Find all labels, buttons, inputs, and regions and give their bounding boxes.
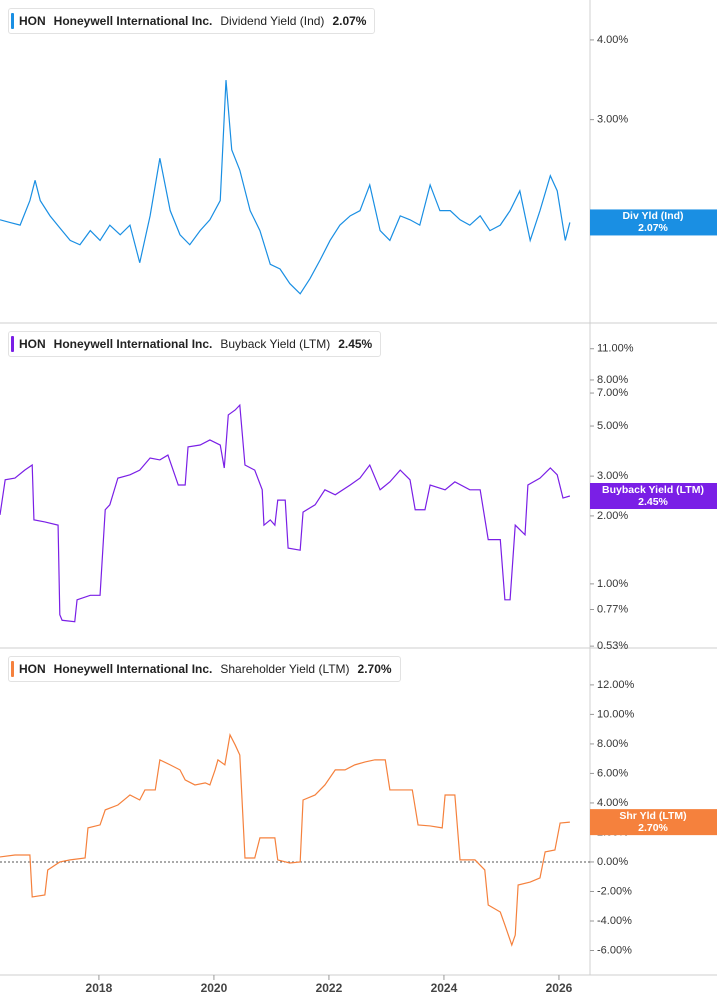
y-tick-label: 7.00% [597, 387, 628, 399]
y-tick-label: 6.00% [597, 767, 628, 779]
badge [590, 483, 717, 510]
legend-entry: Buyback Yield (LTM) [220, 337, 331, 351]
y-tick-label: 5.00% [597, 420, 628, 432]
y-tick-label: -4.00% [597, 915, 632, 927]
panel-header: HON Honeywell International Inc. Dividend … [8, 8, 376, 34]
y-tick-label: 12.00% [597, 679, 635, 691]
y-tick-label: 2.00% [597, 510, 628, 522]
series-line [0, 403, 571, 623]
legend-entry: Dividend Yield (Ind) [220, 14, 325, 28]
ticker: HON [19, 662, 46, 676]
header-bar [11, 661, 14, 677]
y-tick-label: 3.00% [597, 114, 628, 126]
badge-label: Div Yld (Ind) [622, 210, 683, 222]
company-name: Honeywell International Inc. [53, 662, 213, 676]
y-tick-label: -6.00% [597, 944, 632, 956]
badge-label: Buyback Yield (LTM) [602, 484, 704, 496]
badge-value: 2.70% [638, 822, 668, 834]
y-tick-label: -2.00% [597, 885, 632, 897]
company-name: Honeywell International Inc. [53, 14, 213, 28]
last-value: 2.45% [338, 337, 373, 351]
panel-header: HON Honeywell International Inc. Buyback Y… [8, 331, 382, 357]
header-bar [11, 13, 14, 29]
y-tick-label: 3.00% [597, 470, 628, 482]
header-bar [11, 336, 14, 352]
ticker: HON [19, 14, 46, 28]
x-tick-label: 2018 [86, 981, 113, 995]
y-tick-label: 4.00% [597, 34, 628, 46]
y-tick-label: 8.00% [597, 374, 628, 386]
y-tick-label: 0.77% [597, 603, 628, 615]
y-tick-label: 0.00% [597, 856, 628, 868]
badge-value: 2.45% [638, 496, 668, 508]
x-tick-label: 2022 [316, 981, 343, 995]
last-value: 2.70% [357, 662, 392, 676]
ticker: HON [19, 337, 46, 351]
badge [590, 809, 717, 836]
badge-label: Shr Yld (LTM) [619, 810, 686, 822]
company-name: Honeywell International Inc. [53, 337, 213, 351]
y-tick-label: 8.00% [597, 738, 628, 750]
x-tick-label: 2024 [431, 981, 458, 995]
y-tick-label: 4.00% [597, 797, 628, 809]
series-line [0, 733, 570, 947]
y-tick-label: 0.53% [597, 640, 628, 652]
y-tick-label: 11.00% [597, 343, 634, 355]
series-line [0, 80, 571, 295]
y-tick-label: 1.00% [597, 578, 628, 590]
last-value: 2.07% [332, 14, 367, 28]
badge-value: 2.07% [638, 222, 668, 234]
x-tick-label: 2026 [546, 981, 573, 995]
y-tick-label: 10.00% [597, 708, 635, 720]
x-tick-label: 2020 [201, 981, 228, 995]
badge [590, 209, 717, 236]
legend-entry: Shareholder Yield (LTM) [220, 662, 350, 676]
panel-header: HON Honeywell International Inc. Sharehold… [8, 656, 401, 682]
